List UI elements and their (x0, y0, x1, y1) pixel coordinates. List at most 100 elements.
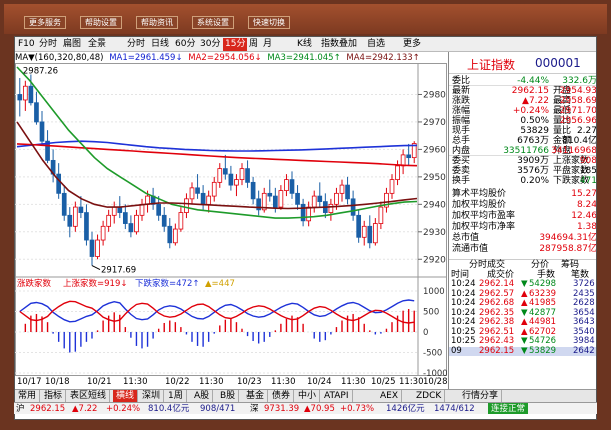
stat-value: 15.27 (571, 189, 597, 199)
tick-header-row: 时间 成交价 手数 笔数 (449, 270, 596, 280)
candle-body (250, 181, 256, 200)
bottom-tab[interactable]: 深圳 (139, 390, 165, 403)
candle-body (228, 173, 234, 186)
tick-time: 10:24 (451, 288, 476, 299)
toolbar-fenshi[interactable]: 分时 (39, 39, 58, 49)
stat-row: 算术平均股价 15.27 (449, 189, 597, 199)
tick-count: 3984 (573, 336, 595, 346)
bottom-tab[interactable]: 中小 (295, 390, 321, 403)
bottom-tab[interactable]: 债券 (269, 390, 295, 403)
candle-body (195, 187, 200, 194)
top-button-4[interactable]: 快速切换 (248, 16, 290, 29)
toolbar-kline[interactable]: K线 (297, 39, 312, 49)
bottom-tab[interactable]: 横线 (113, 390, 139, 403)
top-button-3[interactable]: 系统设置 (192, 16, 234, 29)
ma1-label: MA1=2961.459↓ (109, 53, 183, 63)
tick-row: 10:24 2962.57 ▲ 63239 2435 (449, 288, 596, 299)
candle-body (84, 212, 89, 241)
toolbar-week[interactable]: 周 (249, 39, 259, 49)
quote-value: 3909万 (517, 156, 549, 166)
sh-amount: 810.4亿元 (148, 404, 190, 414)
tick-volume: 63239 (529, 288, 557, 299)
candle-body (28, 85, 34, 104)
quote-value-2: 2.27 (576, 126, 597, 136)
kline-chart[interactable]: 2980 2970 2960 2950 2940 2930 2920 2987.26 2917.… (15, 63, 447, 376)
candle-body (189, 187, 195, 200)
tab-tick-detail[interactable]: 分时成交 (469, 260, 506, 270)
toolbar-30min[interactable]: 30分 (200, 39, 221, 49)
tick-direction: ▼ (521, 336, 528, 346)
tick-time: 10:25 (451, 326, 476, 337)
candle-body (211, 181, 217, 197)
breadth-up-line (19, 299, 415, 323)
tab-price-dist[interactable]: 分价 (531, 260, 550, 270)
quote-row: 委卖 3576万 平盘家数 185 (449, 166, 596, 176)
top-button-0[interactable]: 更多服务 (24, 16, 66, 29)
bottom-tab[interactable]: 基金 (243, 390, 269, 403)
quote-value: +0.24% (512, 106, 549, 116)
x-axis-label: 11:30 (123, 377, 148, 387)
quote-value: ▲7.22 (522, 96, 549, 106)
toolbar-index-overlay[interactable]: 指数叠加 (321, 39, 358, 49)
toolbar-15min[interactable]: 15分 (223, 38, 248, 51)
stat-value: 287958.87亿 (539, 244, 597, 254)
x-axis-label: 10/22 (165, 377, 190, 387)
x-axis-label: 10/28 (423, 377, 448, 387)
tick-volume: 54726 (529, 336, 557, 346)
candle-body (311, 195, 317, 208)
toolbar-fenshi-2[interactable]: 分时 (127, 39, 146, 49)
bottom-tab[interactable]: AEX (377, 390, 403, 403)
candle-body (134, 214, 139, 233)
bottom-tab[interactable]: 表区短线 (67, 390, 111, 403)
candle-body (128, 223, 134, 233)
toolbar-quanjing[interactable]: 全景 (88, 39, 107, 49)
tick-header-price: 成交价 (487, 270, 515, 280)
toolbar-month[interactable]: 月 (263, 39, 273, 49)
toolbar-60min[interactable]: 60分 (175, 39, 196, 49)
bottom-tab[interactable]: B股 (217, 390, 240, 403)
index-name: 上证指数 (467, 58, 516, 72)
toolbar-biantu[interactable]: 扁图 (63, 39, 82, 49)
quote-label: 现手 (452, 126, 471, 136)
toolbar-watchlist[interactable]: 自选 (367, 39, 386, 49)
candle-body (200, 192, 206, 205)
candle-body (161, 214, 167, 227)
candle-body (184, 198, 189, 213)
toolbar-rixian[interactable]: 日线 (151, 39, 170, 49)
quote-label-2: 开盘 (553, 86, 572, 96)
bottom-tab[interactable]: 常用 (15, 390, 41, 403)
toolbar-f10[interactable]: F10 (18, 39, 35, 49)
quote-row: 涨幅 +0.24% 最低 2971.70 (449, 106, 596, 116)
bottom-tab[interactable]: A股 (191, 390, 214, 403)
candle-body (356, 214, 362, 238)
tick-direction: ▲ (521, 317, 528, 327)
bottom-tab[interactable]: ZDCK (413, 390, 446, 403)
candle-body (95, 239, 100, 257)
quote-label: 振幅 (452, 116, 471, 126)
toolbar-more[interactable]: 更多 (403, 39, 422, 49)
x-axis-label: 11:30 (399, 377, 424, 387)
stat-row: 总市值 394694.31亿 (449, 233, 596, 243)
candle-body (111, 206, 117, 216)
stat-label: 加权平均市净率 (452, 222, 516, 232)
tick-price: 2962.14 (479, 279, 515, 289)
bottom-tab[interactable]: ATAPI (321, 390, 353, 403)
tick-volume: 54298 (529, 279, 557, 289)
tick-tab-row: 分时成交 分价 筹码 (449, 259, 596, 270)
bottom-tab[interactable]: 行情分享 (459, 390, 503, 403)
bottom-tab[interactable]: 指标 (41, 390, 67, 403)
candle-body (284, 179, 289, 192)
ma4-label: MA4=2942.133↑ (346, 53, 420, 63)
tab-chips[interactable]: 筹码 (561, 260, 580, 270)
candle-body (289, 179, 295, 194)
top-button-1[interactable]: 帮助设置 (80, 16, 122, 29)
candle-body (89, 239, 95, 257)
candle-body (106, 214, 112, 227)
bottom-tab[interactable]: 1周 (165, 390, 187, 403)
candle-body (117, 206, 123, 213)
tick-price: 2962.51 (479, 326, 515, 337)
tick-row: 09 2962.15 ▼ 53829 2642 (449, 345, 596, 356)
top-button-2[interactable]: 帮助资讯 (136, 16, 178, 29)
tick-count: 2642 (573, 345, 595, 356)
ma-line-ma2 (16, 143, 418, 167)
